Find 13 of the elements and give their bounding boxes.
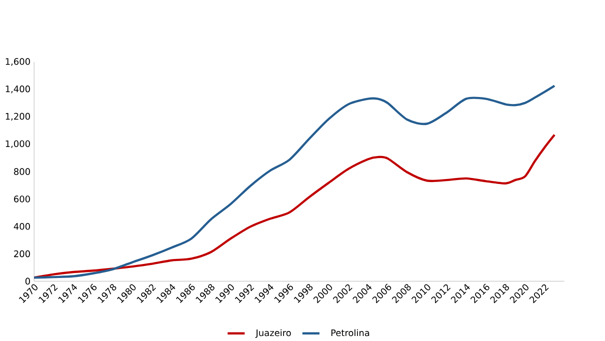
legend-label: Juazeiro: [255, 329, 291, 338]
y-tick-label: 0: [25, 278, 30, 285]
y-tick-label: 600: [14, 196, 30, 202]
legend-label: Petrolina: [331, 329, 370, 336]
y-tick-label: 200: [14, 250, 30, 258]
y-tick-label: 400: [14, 223, 30, 230]
y-tick-label: 1,000: [6, 140, 30, 148]
y-tick-label: 1,600: [6, 58, 30, 66]
y-tick-label: 800: [14, 168, 30, 176]
line-series: [34, 84, 556, 279]
line-series: [34, 134, 556, 279]
y-tick-label: 1,400: [6, 86, 30, 94]
y-tick-label: 1,200: [6, 112, 30, 121]
